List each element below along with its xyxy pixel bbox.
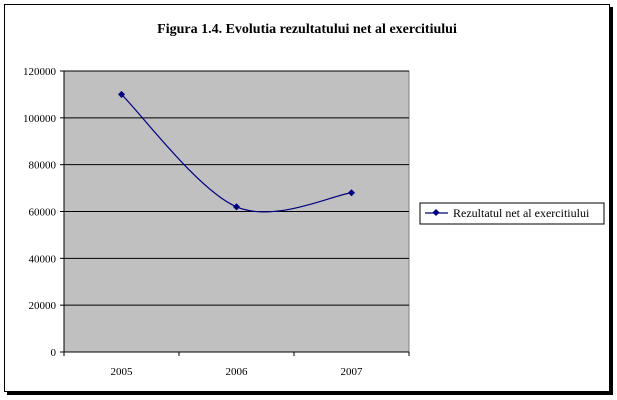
legend-marker bbox=[432, 208, 440, 217]
y-tick-label: 80000 bbox=[29, 160, 57, 172]
legend-box bbox=[419, 202, 605, 225]
chart-title: Figura 1.4. Evolutia rezultatului net al… bbox=[157, 22, 457, 37]
axes: 0 20000 40000 60000 80000 100000 120000 2005 200… bbox=[23, 66, 410, 378]
y-tick-label: 100000 bbox=[23, 113, 57, 125]
legend: Rezultatul net al exercitiului bbox=[419, 202, 605, 225]
y-tick-label: 60000 bbox=[29, 207, 57, 219]
x-tick-label: 2007 bbox=[341, 366, 364, 378]
data-point-marker bbox=[347, 189, 356, 197]
y-tick-label: 0 bbox=[51, 347, 57, 359]
data-point-marker bbox=[232, 203, 241, 211]
y-tick-label: 40000 bbox=[29, 253, 57, 265]
series-line-layer bbox=[117, 90, 356, 213]
legend-label: Rezultatul net al exercitiului bbox=[453, 206, 590, 220]
y-tick-label: 120000 bbox=[23, 66, 57, 78]
x-tick-label: 2005 bbox=[111, 366, 134, 378]
data-point-marker bbox=[117, 90, 126, 98]
x-tick-label: 2006 bbox=[226, 366, 249, 378]
y-tick-label: 20000 bbox=[29, 300, 57, 312]
grid-lines bbox=[64, 70, 409, 306]
